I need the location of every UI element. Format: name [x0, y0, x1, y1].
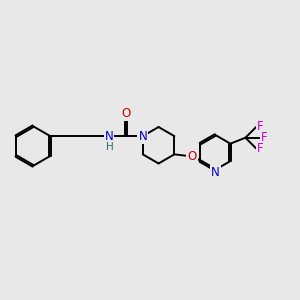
Text: N: N — [105, 130, 113, 142]
Text: F: F — [261, 131, 268, 144]
Text: N: N — [138, 130, 147, 142]
Text: F: F — [257, 120, 264, 133]
Text: H: H — [106, 142, 114, 152]
Text: O: O — [121, 107, 130, 120]
Text: N: N — [211, 166, 220, 179]
Text: F: F — [257, 142, 264, 155]
Text: O: O — [188, 150, 197, 163]
